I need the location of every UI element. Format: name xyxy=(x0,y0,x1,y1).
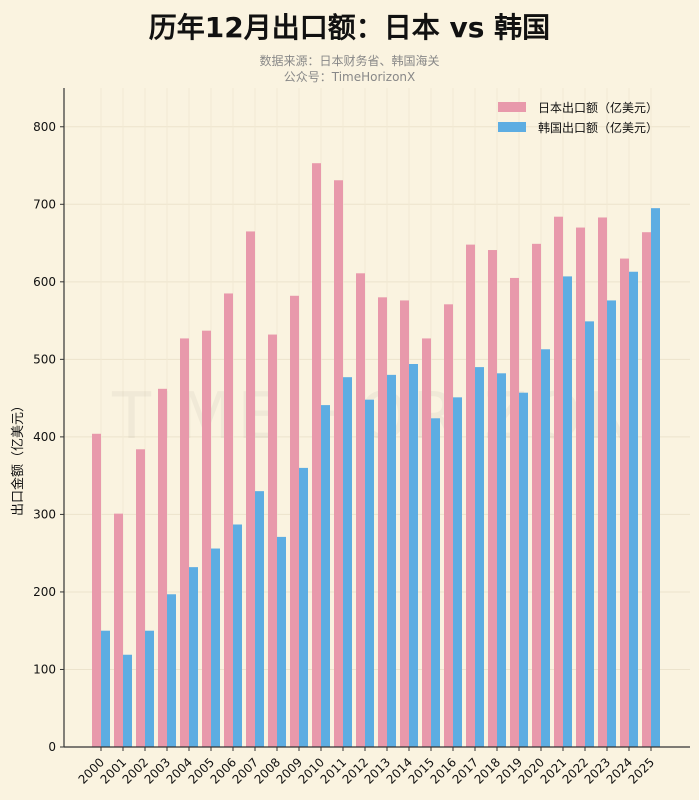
bar-japan-2004 xyxy=(180,338,189,747)
bar-korea-2006 xyxy=(233,524,242,747)
chart-subtitle-account: 公众号：TimeHorizonX xyxy=(283,70,416,84)
bar-korea-2021 xyxy=(563,276,572,747)
bar-japan-2015 xyxy=(422,338,431,747)
bar-japan-2003 xyxy=(158,388,167,747)
bar-japan-2014 xyxy=(400,300,409,747)
y-tick-label: 400 xyxy=(33,430,56,444)
bar-japan-2008 xyxy=(268,334,277,747)
bar-korea-2017 xyxy=(475,367,484,747)
y-tick-label: 700 xyxy=(33,197,56,211)
bar-korea-2009 xyxy=(299,467,308,747)
bar-korea-2014 xyxy=(409,364,418,747)
y-tick-label: 0 xyxy=(48,740,56,754)
bar-korea-2025 xyxy=(651,208,660,747)
bar-japan-2000 xyxy=(92,433,101,747)
bar-japan-2013 xyxy=(378,297,387,747)
bar-korea-2002 xyxy=(145,630,154,747)
bar-korea-2010 xyxy=(321,405,330,747)
y-tick-label: 600 xyxy=(33,275,56,289)
y-tick-label: 200 xyxy=(33,585,56,599)
bar-korea-2013 xyxy=(387,374,396,747)
bar-japan-2011 xyxy=(334,180,343,747)
bar-japan-2017 xyxy=(466,244,475,747)
bar-korea-2005 xyxy=(211,548,220,747)
bar-japan-2018 xyxy=(488,250,497,747)
bar-korea-2003 xyxy=(167,594,176,747)
bar-korea-2018 xyxy=(497,373,506,747)
bar-korea-2011 xyxy=(343,377,352,747)
bar-japan-2001 xyxy=(114,513,123,747)
bar-korea-2015 xyxy=(431,418,440,747)
bar-korea-2000 xyxy=(101,630,110,747)
bar-korea-2020 xyxy=(541,349,550,747)
bar-japan-2024 xyxy=(620,258,629,747)
bar-korea-2024 xyxy=(629,271,638,747)
bar-japan-2025 xyxy=(642,232,651,747)
chart-subtitle-source: 数据来源：日本财务省、韩国海关 xyxy=(259,54,440,68)
y-tick-label: 500 xyxy=(33,352,56,366)
y-tick-label: 800 xyxy=(33,120,56,134)
bar-korea-2019 xyxy=(519,392,528,747)
bar-japan-2021 xyxy=(554,216,563,747)
bar-japan-2010 xyxy=(312,163,321,747)
bar-korea-2004 xyxy=(189,567,198,747)
legend-swatch-1 xyxy=(498,122,526,132)
bar-japan-2023 xyxy=(598,217,607,747)
y-axis-label: 出口金额（亿美元） xyxy=(10,399,26,516)
bar-korea-2007 xyxy=(255,491,264,747)
bar-japan-2012 xyxy=(356,273,365,747)
bar-japan-2006 xyxy=(224,293,233,747)
bar-korea-2023 xyxy=(607,300,616,747)
bar-japan-2022 xyxy=(576,227,585,747)
bar-japan-2007 xyxy=(246,231,255,747)
bar-korea-2022 xyxy=(585,321,594,747)
bar-japan-2002 xyxy=(136,449,145,747)
chart-title: 历年12月出口额：日本 vs 韩国 xyxy=(148,11,551,44)
bar-japan-2016 xyxy=(444,304,453,747)
legend-swatch-0 xyxy=(498,102,526,112)
bar-japan-2020 xyxy=(532,243,541,748)
bar-japan-2009 xyxy=(290,295,299,747)
bar-japan-2005 xyxy=(202,330,211,747)
bar-japan-2019 xyxy=(510,277,519,747)
x-tick-label: 2025 xyxy=(626,755,657,786)
bar-korea-2016 xyxy=(453,397,462,747)
bar-korea-2001 xyxy=(123,654,132,747)
legend-label-1: 韩国出口额（亿美元） xyxy=(538,120,658,135)
legend-label-0: 日本出口额（亿美元） xyxy=(538,100,658,115)
y-tick-label: 300 xyxy=(33,507,56,521)
bar-korea-2008 xyxy=(277,536,286,747)
bar-korea-2012 xyxy=(365,399,374,747)
y-tick-label: 100 xyxy=(33,662,56,676)
